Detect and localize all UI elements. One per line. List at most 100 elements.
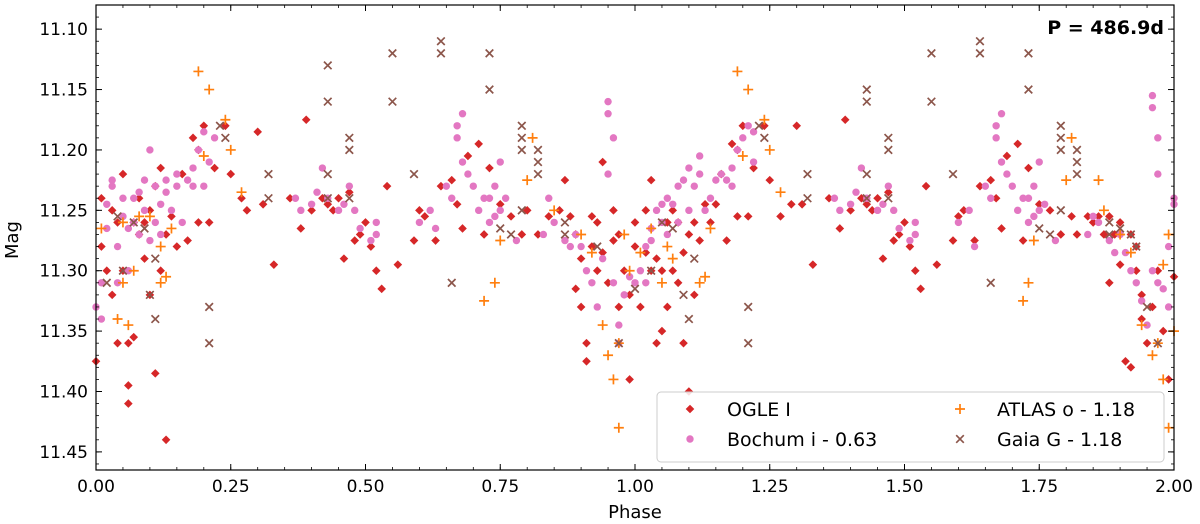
data-point-bochum xyxy=(334,206,343,215)
legend-marker-ogle xyxy=(685,404,695,414)
data-point-atlas xyxy=(1093,175,1104,186)
data-point-gaia xyxy=(517,121,527,131)
x-tick-label: 0.00 xyxy=(77,477,115,497)
data-point-ogle xyxy=(641,206,651,215)
data-point-atlas xyxy=(1066,132,1077,143)
data-point-ogle xyxy=(1088,218,1098,227)
data-point-gaia xyxy=(485,48,494,58)
data-point-gaia xyxy=(388,48,397,58)
data-point-ogle xyxy=(787,199,796,209)
data-point-ogle xyxy=(679,248,688,257)
data-point-gaia xyxy=(1126,230,1136,239)
x-axis-label: Phase xyxy=(608,502,662,523)
data-point-ogle xyxy=(663,302,672,312)
data-point-atlas xyxy=(96,223,107,234)
data-point-ogle xyxy=(415,206,424,215)
data-point-ogle xyxy=(722,236,731,245)
data-point-ogle xyxy=(571,284,581,294)
data-point-ogle xyxy=(835,224,845,233)
data-point-gaia xyxy=(560,218,570,227)
data-point-bochum xyxy=(1084,230,1092,239)
data-point-bochum xyxy=(722,176,731,184)
data-point-atlas xyxy=(1023,277,1034,288)
data-point-ogle xyxy=(140,254,149,263)
data-point-atlas xyxy=(204,84,215,95)
data-point-gaia xyxy=(264,193,273,203)
data-point-gaia xyxy=(883,133,893,143)
data-point-gaia xyxy=(323,60,333,70)
data-point-ogle xyxy=(1018,236,1028,245)
data-point-ogle xyxy=(1121,356,1130,366)
data-point-bochum xyxy=(1127,267,1135,275)
data-point-bochum xyxy=(140,206,149,215)
data-point-bochum xyxy=(194,146,203,154)
data-point-ogle xyxy=(555,206,564,215)
data-point-bochum xyxy=(997,158,1006,166)
data-point-ogle xyxy=(749,163,758,173)
data-point-atlas xyxy=(737,150,748,161)
data-point-bochum xyxy=(485,194,494,202)
data-point-bochum xyxy=(615,321,623,329)
data-point-bochum xyxy=(340,200,348,208)
data-point-ogle xyxy=(296,224,306,233)
data-point-gaia xyxy=(668,224,678,233)
data-point-bochum xyxy=(496,206,504,215)
data-point-bochum xyxy=(1154,134,1162,142)
data-point-bochum xyxy=(674,218,682,227)
data-point-ogle xyxy=(625,375,634,384)
data-point-bochum xyxy=(1003,170,1011,178)
data-point-bochum xyxy=(113,279,122,287)
data-point-ogle xyxy=(916,284,925,294)
data-point-bochum xyxy=(173,170,181,178)
data-point-ogle xyxy=(932,260,942,269)
data-point-gaia xyxy=(1024,85,1033,94)
data-point-bochum xyxy=(113,242,122,251)
data-point-ogle xyxy=(582,338,591,348)
data-point-gaia xyxy=(495,224,505,233)
y-tick-label: 11.40 xyxy=(39,382,88,402)
x-tick-label: 0.50 xyxy=(347,477,385,497)
data-point-bochum xyxy=(970,242,979,251)
data-point-bochum xyxy=(728,164,736,172)
data-point-gaia xyxy=(1104,218,1114,227)
data-point-bochum xyxy=(895,224,903,233)
data-point-ogle xyxy=(431,236,440,245)
data-point-ogle xyxy=(161,435,171,445)
data-point-ogle xyxy=(700,199,710,209)
data-point-bochum xyxy=(663,230,672,239)
data-point-atlas xyxy=(597,320,608,331)
data-point-ogle xyxy=(948,236,958,245)
data-point-gaia xyxy=(1131,242,1141,251)
data-point-bochum xyxy=(685,164,693,172)
data-point-bochum xyxy=(156,200,165,208)
data-point-ogle xyxy=(884,187,893,197)
data-point-bochum xyxy=(431,224,440,233)
data-point-ogle xyxy=(576,302,586,312)
data-point-bochum xyxy=(1040,200,1049,208)
data-point-gaia xyxy=(204,338,214,348)
legend-marker-gaia xyxy=(955,434,965,444)
y-tick-label: 11.30 xyxy=(39,262,88,282)
data-point-bochum xyxy=(162,176,170,184)
data-point-bochum xyxy=(1143,321,1151,329)
data-point-ogle xyxy=(107,290,117,300)
data-point-gaia xyxy=(409,169,419,179)
data-point-ogle xyxy=(1072,230,1082,239)
data-point-bochum xyxy=(749,158,758,166)
data-point-bochum xyxy=(103,224,111,233)
data-point-ogle xyxy=(954,212,963,221)
x-tick-label: 0.75 xyxy=(481,477,519,497)
data-point-ogle xyxy=(382,181,392,191)
data-point-gaia xyxy=(220,133,230,143)
data-point-bochum xyxy=(674,182,682,190)
data-point-ogle xyxy=(301,115,311,125)
data-point-ogle xyxy=(242,206,252,215)
data-point-bochum xyxy=(712,176,720,184)
data-point-atlas xyxy=(1158,259,1169,270)
data-point-bochum xyxy=(1035,206,1043,215)
data-point-ogle xyxy=(318,193,327,203)
period-annotation: P = 486.9d xyxy=(1047,17,1164,39)
data-point-ogle xyxy=(334,193,343,203)
data-point-bochum xyxy=(367,236,375,245)
data-point-gaia xyxy=(927,48,936,58)
